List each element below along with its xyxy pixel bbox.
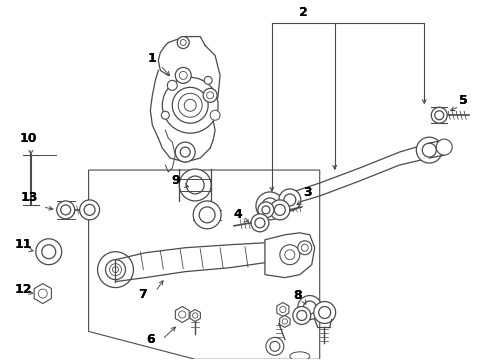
Circle shape: [179, 169, 211, 201]
Circle shape: [250, 214, 268, 232]
Circle shape: [415, 137, 441, 163]
Text: 7: 7: [138, 288, 146, 301]
Text: 12: 12: [14, 283, 32, 296]
Text: 6: 6: [146, 333, 154, 346]
Text: 3: 3: [303, 186, 311, 199]
Polygon shape: [190, 310, 200, 321]
Polygon shape: [276, 302, 288, 316]
Circle shape: [297, 241, 311, 255]
Circle shape: [265, 337, 283, 355]
Circle shape: [292, 306, 310, 324]
Text: 7: 7: [138, 288, 146, 301]
Circle shape: [193, 201, 221, 229]
Circle shape: [255, 192, 283, 220]
Circle shape: [57, 201, 75, 219]
Text: 8: 8: [293, 289, 302, 302]
Circle shape: [269, 200, 289, 220]
Text: 5: 5: [458, 94, 467, 107]
Text: 1: 1: [148, 52, 157, 65]
Polygon shape: [34, 284, 51, 303]
Text: 9: 9: [171, 174, 179, 186]
Text: 3: 3: [303, 186, 311, 199]
Circle shape: [36, 239, 61, 265]
Circle shape: [435, 139, 451, 155]
Text: 12: 12: [14, 283, 32, 296]
Circle shape: [175, 67, 191, 84]
Text: 13: 13: [20, 192, 38, 204]
Circle shape: [430, 107, 447, 123]
Text: 10: 10: [19, 132, 37, 145]
Circle shape: [175, 142, 195, 162]
Polygon shape: [264, 233, 314, 278]
Text: 4: 4: [233, 208, 242, 221]
Circle shape: [258, 202, 273, 218]
Text: 1: 1: [148, 52, 157, 65]
Polygon shape: [279, 315, 289, 328]
Text: 8: 8: [293, 289, 302, 302]
Circle shape: [162, 77, 218, 133]
Text: 5: 5: [458, 94, 467, 107]
Circle shape: [80, 200, 100, 220]
Circle shape: [98, 252, 133, 288]
Circle shape: [203, 88, 217, 102]
Circle shape: [167, 80, 177, 90]
Circle shape: [278, 189, 300, 211]
Circle shape: [279, 245, 299, 265]
Circle shape: [109, 264, 121, 276]
Polygon shape: [175, 306, 189, 323]
Text: 10: 10: [19, 132, 37, 145]
Circle shape: [161, 111, 169, 119]
Text: 9: 9: [171, 174, 179, 186]
Circle shape: [203, 76, 212, 84]
Text: 13: 13: [20, 192, 38, 204]
Text: 11: 11: [14, 238, 32, 251]
Circle shape: [178, 93, 202, 117]
Text: 2: 2: [299, 6, 307, 19]
Text: 4: 4: [233, 208, 242, 221]
Circle shape: [177, 37, 189, 49]
Circle shape: [297, 296, 321, 319]
Circle shape: [313, 302, 335, 323]
Circle shape: [210, 110, 220, 120]
Text: 2: 2: [299, 6, 307, 19]
Text: 6: 6: [146, 333, 154, 346]
Text: 11: 11: [14, 238, 32, 251]
